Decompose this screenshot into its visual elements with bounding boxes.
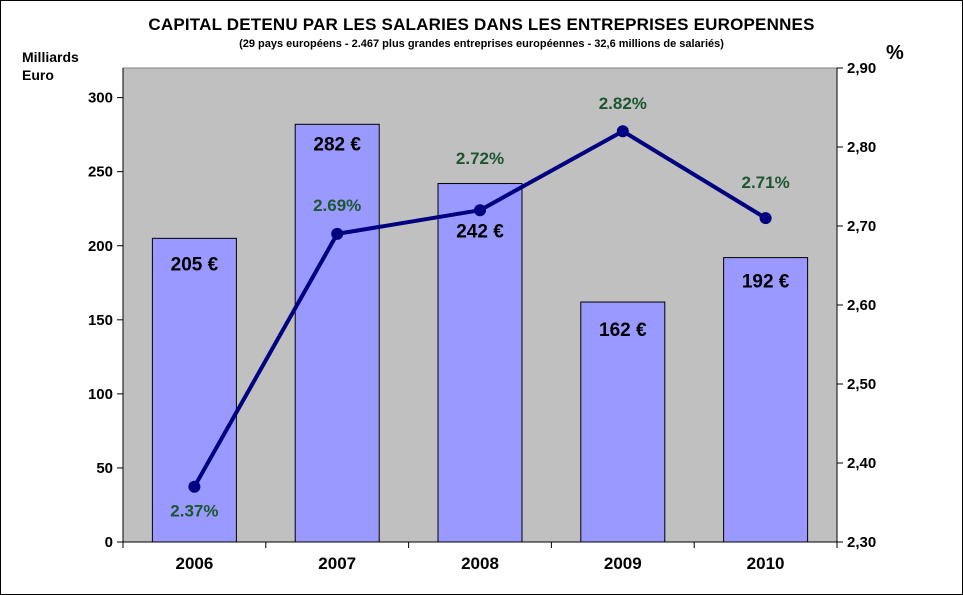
- chart-subtitle: (29 pays européens - 2.467 plus grandes …: [239, 38, 724, 50]
- line-point-marker: [759, 212, 772, 225]
- y-left-tick-label: 100: [88, 386, 113, 403]
- y-right-tick-label: 2,30: [847, 534, 876, 551]
- y-left-tick-label: 200: [88, 238, 113, 255]
- bar-value-label: 205 €: [171, 254, 219, 275]
- x-tick-label: 2010: [747, 554, 785, 573]
- line-point-marker: [331, 227, 344, 240]
- x-tick-label: 2008: [461, 554, 499, 573]
- y-right-tick-label: 2,60: [847, 297, 876, 314]
- y-right-tick-label: 2,50: [847, 376, 876, 393]
- bar: [294, 123, 380, 543]
- bar: [580, 301, 666, 543]
- line-point-marker: [188, 480, 201, 493]
- y-axis-left-label-line1: Milliards: [22, 49, 79, 65]
- bar: [151, 237, 237, 543]
- y-right-tick-label: 2,40: [847, 455, 876, 472]
- y-right-tick-label: 2,80: [847, 139, 876, 156]
- chart-title: CAPITAL DETENU PAR LES SALARIES DANS LES…: [148, 15, 815, 34]
- y-right-tick-label: 2,70: [847, 218, 876, 235]
- y-axis-left-label-line2: Euro: [22, 67, 54, 83]
- line-point-label: 2.82%: [599, 94, 647, 113]
- line-point-marker: [474, 204, 486, 217]
- line-point-label: 2.69%: [313, 196, 361, 215]
- y-left-tick-label: 50: [96, 460, 113, 477]
- y-left-tick-label: 150: [88, 312, 113, 329]
- y-axis-left-label: Milliards Euro: [22, 48, 79, 84]
- bar-value-label: 192 €: [742, 272, 790, 293]
- x-tick-label: 2007: [318, 554, 356, 573]
- bar-value-label: 242 €: [456, 222, 504, 243]
- line-point-label: 2.37%: [170, 502, 218, 521]
- line-point-marker: [616, 125, 629, 138]
- y-left-tick-label: 0: [105, 534, 113, 551]
- x-tick-label: 2009: [604, 554, 642, 573]
- bar-value-label: 282 €: [313, 134, 361, 155]
- line-point-label: 2.71%: [741, 173, 789, 192]
- y-left-tick-label: 250: [88, 164, 113, 181]
- y-axis-right-label: %: [886, 42, 904, 64]
- line-point-label: 2.72%: [456, 149, 504, 168]
- bar-value-label: 162 €: [599, 320, 647, 341]
- y-right-tick-label: 2,90: [847, 60, 876, 77]
- y-left-tick-label: 300: [88, 90, 113, 107]
- bar: [723, 257, 809, 543]
- x-tick-label: 2006: [175, 554, 213, 573]
- bar: [437, 183, 523, 543]
